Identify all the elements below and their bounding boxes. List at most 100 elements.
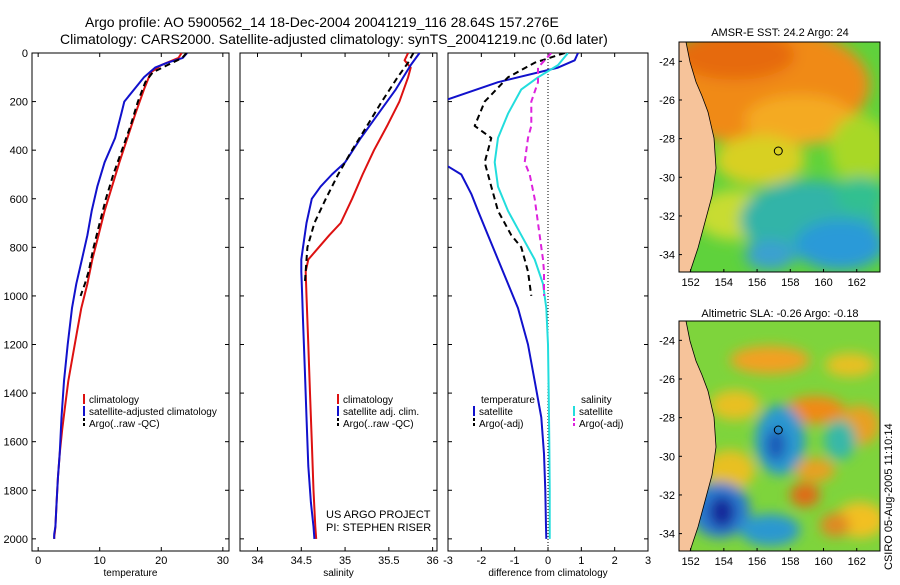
sla-map: Altimetric SLA: -0.26 Argo: -0.18 [659, 308, 881, 568]
depth-ytick-label: 0 [22, 48, 28, 60]
temperature-xtick-label: 30 [217, 555, 229, 567]
sst-map-ytick-label: -34 [659, 250, 675, 262]
temperature-xtick-label: 0 [35, 555, 41, 567]
salinity-xtick-label: 35 [339, 555, 351, 567]
sst-map-xtick-label: 160 [814, 277, 832, 289]
sla-map-float-marker [773, 425, 783, 435]
difference-series-temperature-argo-adj [473, 53, 566, 297]
sla-map-ytick-label: -34 [659, 529, 675, 541]
depth-ytick-label: 800 [10, 242, 28, 254]
depth-ytick-label: 1800 [4, 485, 28, 497]
difference-legend-label: Argo(-adj) [479, 419, 523, 430]
salinity-xlabel: salinity [323, 568, 354, 579]
difference-xtick-label: 1 [578, 555, 584, 567]
sst-map-xtick-label: 152 [681, 277, 699, 289]
project-label-line2: PI: STEPHEN RISER [326, 522, 431, 534]
project-label-line1: US ARGO PROJECT [326, 509, 431, 521]
difference-xtick-label: -3 [443, 555, 453, 567]
temperature-profile-panel: 0 10 20 30 temperature 0 200 400 600 800 1000 1200 1… [4, 48, 230, 579]
salinity-legend-label: climatology [343, 395, 393, 406]
depth-ytick-label: 400 [10, 145, 28, 157]
difference-series-salinity-argo-adj [523, 53, 553, 296]
temperature-series-argo-raw-qc [79, 53, 188, 297]
salinity-xtick-label: 35.5 [378, 555, 399, 567]
temperature-legend-label: Argo(..raw -QC) [89, 419, 160, 430]
sst-map-land [679, 42, 717, 272]
sla-map-ytick-label: -32 [659, 490, 675, 502]
depth-ytick-label: 2000 [4, 534, 28, 546]
sst-map-title: AMSR-E SST: 24.2 Argo: 24 [711, 27, 849, 39]
sla-map-ytick-label: -30 [659, 451, 675, 463]
depth-ytick-label: 1600 [4, 437, 28, 449]
figure-title-line1: Argo profile: AO 5900562_14 18-Dec-2004 … [85, 14, 559, 30]
sla-map-xtick-label: 154 [715, 556, 733, 568]
temperature-xtick-label: 10 [94, 555, 106, 567]
sla-map-xtick-label: 152 [681, 556, 699, 568]
figure-title-line2: Climatology: CARS2000. Satellite-adjuste… [60, 31, 608, 47]
sst-map-xtick-label: 162 [848, 277, 866, 289]
salinity-plot-frame [239, 52, 438, 552]
temperature-plot-frame [31, 52, 230, 552]
depth-ytick-label: 1400 [4, 388, 28, 400]
difference-legend-header: temperature [481, 395, 535, 406]
sla-map-ytick-label: -28 [659, 413, 675, 425]
sla-map-field [679, 321, 880, 551]
sla-map-xtick-label: 160 [814, 556, 832, 568]
salinity-legend-label: satellite adj. clim. [343, 407, 419, 418]
sla-map-ytick-label: -24 [659, 335, 675, 347]
difference-legend-header: salinity [581, 395, 612, 406]
sst-map-xtick-label: 154 [715, 277, 733, 289]
sst-map-ytick-label: -28 [659, 134, 675, 146]
salinity-series-climatology [304, 53, 412, 539]
sla-map-title: Altimetric SLA: -0.26 Argo: -0.18 [701, 308, 858, 320]
difference-legend-label: satellite [479, 407, 513, 418]
sla-map-xtick-label: 158 [781, 556, 799, 568]
temperature-legend-label: climatology [89, 395, 139, 406]
temperature-series-satellite-adjusted-climatology [53, 53, 188, 539]
difference-xtick-label: -1 [510, 555, 520, 567]
salinity-legend-label: Argo(..raw -QC) [343, 419, 414, 430]
depth-ytick-label: 1200 [4, 340, 28, 352]
temperature-legend-label: satellite-adjusted climatology [89, 407, 217, 418]
sst-map-float-marker [773, 146, 783, 156]
difference-legend: temperaturesatelliteArgo(-adj)salinitysa… [473, 395, 623, 430]
depth-ytick-label: 200 [10, 97, 28, 109]
difference-xtick-label: -2 [476, 555, 486, 567]
sla-map-xtick-label: 156 [748, 556, 766, 568]
difference-xtick-label: 2 [612, 555, 618, 567]
sst-map-field [679, 42, 880, 272]
sst-map: AMSR-E SST: 24.2 Argo: 24 [659, 27, 881, 289]
sst-map-xtick-label: 156 [748, 277, 766, 289]
salinity-profile-panel: 34 34.5 35 35.5 36 salinity climatologysatelli… [239, 52, 439, 579]
difference-series-temperature-satellite [448, 53, 579, 539]
difference-legend-label: Argo(-adj) [579, 419, 623, 430]
depth-ytick-label: 600 [10, 194, 28, 206]
difference-xlabel: difference from climatology [488, 568, 607, 579]
salinity-xtick-label: 34.5 [291, 555, 312, 567]
difference-xtick-label: 3 [645, 555, 651, 567]
side-timestamp-label: CSIRO 05-Aug-2005 11:10:14 [883, 423, 895, 570]
sst-map-ytick-label: -30 [659, 172, 675, 184]
difference-profile-panel: -3 -2 -1 0 1 2 3 difference from climatology tem… [443, 52, 651, 579]
difference-legend-label: satellite [579, 407, 613, 418]
sla-map-land [679, 321, 717, 551]
sla-map-xtick-label: 162 [848, 556, 866, 568]
salinity-xtick-label: 36 [426, 555, 438, 567]
sst-map-ytick-label: -24 [659, 56, 675, 68]
sst-map-ytick-label: -32 [659, 211, 675, 223]
salinity-series-satellite-adj-clim [300, 53, 421, 539]
sla-map-ytick-label: -26 [659, 374, 675, 386]
depth-ytick-label: 1000 [4, 291, 28, 303]
difference-xtick-label: 0 [545, 555, 551, 567]
sst-map-xtick-label: 158 [781, 277, 799, 289]
difference-series-salinity-satellite [493, 53, 569, 539]
sst-map-ytick-label: -26 [659, 95, 675, 107]
temperature-xlabel: temperature [104, 568, 158, 579]
salinity-xtick-label: 34 [251, 555, 263, 567]
salinity-series-argo-raw-qc [303, 53, 415, 284]
temperature-xtick-label: 20 [155, 555, 167, 567]
